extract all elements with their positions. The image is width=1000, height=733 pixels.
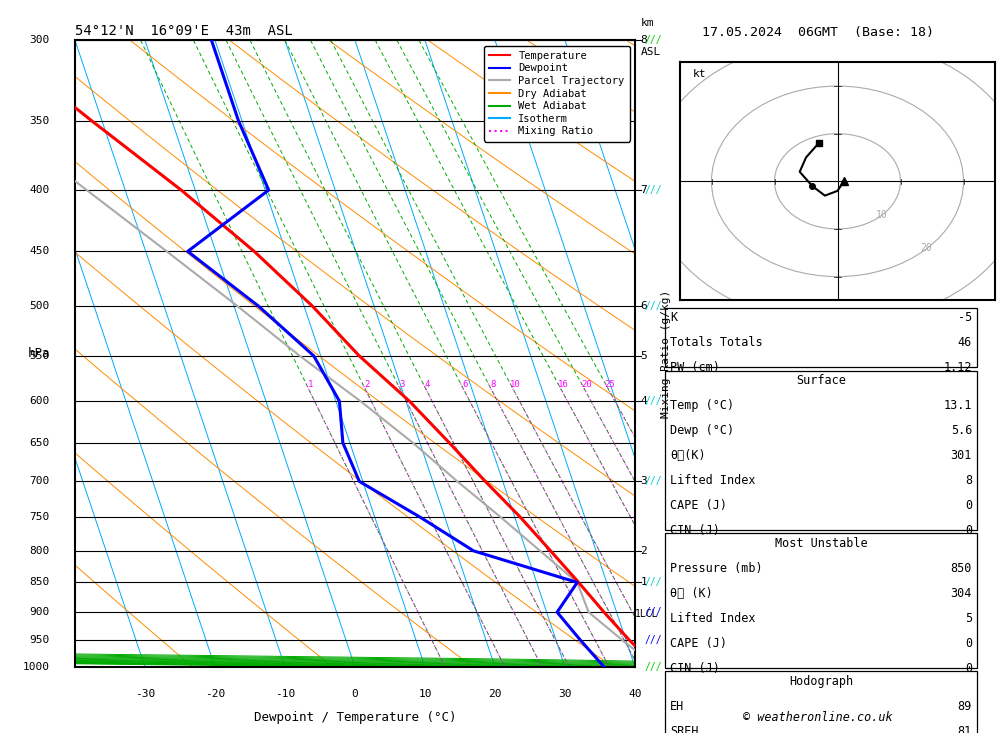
- Text: 6: 6: [463, 380, 468, 389]
- Text: 400: 400: [30, 185, 50, 195]
- Text: 17.05.2024  06GMT  (Base: 18): 17.05.2024 06GMT (Base: 18): [702, 26, 934, 39]
- Text: 850: 850: [951, 562, 972, 575]
- Text: 2: 2: [641, 546, 647, 556]
- Text: 0: 0: [352, 689, 358, 699]
- Text: 81: 81: [958, 725, 972, 733]
- Text: 500: 500: [30, 301, 50, 312]
- Text: PW (cm): PW (cm): [670, 361, 720, 375]
- Text: SREH: SREH: [670, 725, 698, 733]
- Text: 1LCL: 1LCL: [635, 609, 658, 619]
- Text: 20: 20: [581, 380, 592, 389]
- Text: 850: 850: [30, 578, 50, 587]
- Text: Mixing Ratio (g/kg): Mixing Ratio (g/kg): [661, 290, 671, 418]
- Text: 0: 0: [965, 524, 972, 537]
- Text: 750: 750: [30, 512, 50, 523]
- Text: Temp (°C): Temp (°C): [670, 399, 734, 413]
- Text: 304: 304: [951, 587, 972, 600]
- Text: kt: kt: [693, 69, 706, 78]
- Text: 8: 8: [490, 380, 496, 389]
- Text: 5: 5: [641, 351, 647, 361]
- Text: 0: 0: [965, 499, 972, 512]
- Text: 300: 300: [30, 35, 50, 45]
- Text: ///: ///: [645, 396, 663, 406]
- Text: Totals Totals: Totals Totals: [670, 336, 763, 350]
- Text: CAPE (J): CAPE (J): [670, 499, 727, 512]
- Text: θᴇ (K): θᴇ (K): [670, 587, 713, 600]
- Text: 1.12: 1.12: [944, 361, 972, 375]
- Text: hPa: hPa: [27, 347, 50, 360]
- Text: CIN (J): CIN (J): [670, 662, 720, 675]
- Text: 16: 16: [557, 380, 568, 389]
- Text: 900: 900: [30, 607, 50, 617]
- Text: 5: 5: [965, 612, 972, 625]
- Text: 7: 7: [641, 185, 647, 195]
- Text: Lifted Index: Lifted Index: [670, 612, 756, 625]
- Text: 800: 800: [30, 546, 50, 556]
- Text: 10: 10: [418, 689, 432, 699]
- Text: Lifted Index: Lifted Index: [670, 474, 756, 487]
- Text: Dewpoint / Temperature (°C): Dewpoint / Temperature (°C): [254, 711, 456, 724]
- Text: 450: 450: [30, 246, 50, 257]
- Text: -20: -20: [205, 689, 225, 699]
- Text: 6: 6: [641, 301, 647, 312]
- Text: ///: ///: [645, 607, 663, 617]
- Text: 8: 8: [641, 35, 647, 45]
- Text: ///: ///: [645, 662, 663, 672]
- Text: 13.1: 13.1: [944, 399, 972, 413]
- Text: 3: 3: [641, 476, 647, 487]
- Text: 4: 4: [425, 380, 430, 389]
- Text: km: km: [641, 18, 654, 28]
- Text: 46: 46: [958, 336, 972, 350]
- Text: 600: 600: [30, 396, 50, 406]
- Text: 0: 0: [965, 637, 972, 650]
- Text: 1000: 1000: [23, 662, 50, 672]
- Text: K: K: [670, 312, 677, 325]
- Text: Most Unstable: Most Unstable: [775, 537, 867, 550]
- Text: -5: -5: [958, 312, 972, 325]
- Text: 54°12'N  16°09'E  43m  ASL: 54°12'N 16°09'E 43m ASL: [75, 23, 293, 38]
- Text: 650: 650: [30, 438, 50, 448]
- Text: 20: 20: [488, 689, 502, 699]
- Text: 8: 8: [965, 474, 972, 487]
- Text: θᴇ(K): θᴇ(K): [670, 449, 706, 463]
- Text: Surface: Surface: [796, 375, 846, 388]
- Text: 350: 350: [30, 116, 50, 125]
- Text: 301: 301: [951, 449, 972, 463]
- Text: 950: 950: [30, 636, 50, 645]
- Text: © weatheronline.co.uk: © weatheronline.co.uk: [743, 711, 893, 724]
- Text: 1: 1: [641, 578, 647, 587]
- Text: 10: 10: [509, 380, 520, 389]
- Text: -10: -10: [275, 689, 295, 699]
- Text: EH: EH: [670, 700, 684, 713]
- Text: 700: 700: [30, 476, 50, 487]
- Text: CIN (J): CIN (J): [670, 524, 720, 537]
- Text: Pressure (mb): Pressure (mb): [670, 562, 763, 575]
- Text: ///: ///: [645, 35, 663, 45]
- Legend: Temperature, Dewpoint, Parcel Trajectory, Dry Adiabat, Wet Adiabat, Isotherm, Mi: Temperature, Dewpoint, Parcel Trajectory…: [484, 45, 630, 141]
- Text: ///: ///: [645, 476, 663, 487]
- Text: ///: ///: [645, 636, 663, 645]
- Text: ///: ///: [645, 185, 663, 195]
- Text: -30: -30: [135, 689, 155, 699]
- Text: Dewp (°C): Dewp (°C): [670, 424, 734, 438]
- Text: 2: 2: [364, 380, 370, 389]
- Text: 550: 550: [30, 351, 50, 361]
- Text: ASL: ASL: [641, 47, 661, 56]
- Text: CAPE (J): CAPE (J): [670, 637, 727, 650]
- Text: 20: 20: [920, 243, 932, 253]
- Text: 1: 1: [308, 380, 313, 389]
- Text: 40: 40: [628, 689, 642, 699]
- Text: 3: 3: [399, 380, 405, 389]
- Text: 89: 89: [958, 700, 972, 713]
- Text: 5.6: 5.6: [951, 424, 972, 438]
- Text: 10: 10: [876, 210, 887, 220]
- Text: Hodograph: Hodograph: [789, 675, 853, 688]
- Text: ///: ///: [645, 578, 663, 587]
- Text: ///: ///: [645, 301, 663, 312]
- Text: 30: 30: [558, 689, 572, 699]
- Text: 4: 4: [641, 396, 647, 406]
- Text: 25: 25: [605, 380, 616, 389]
- Text: 0: 0: [965, 662, 972, 675]
